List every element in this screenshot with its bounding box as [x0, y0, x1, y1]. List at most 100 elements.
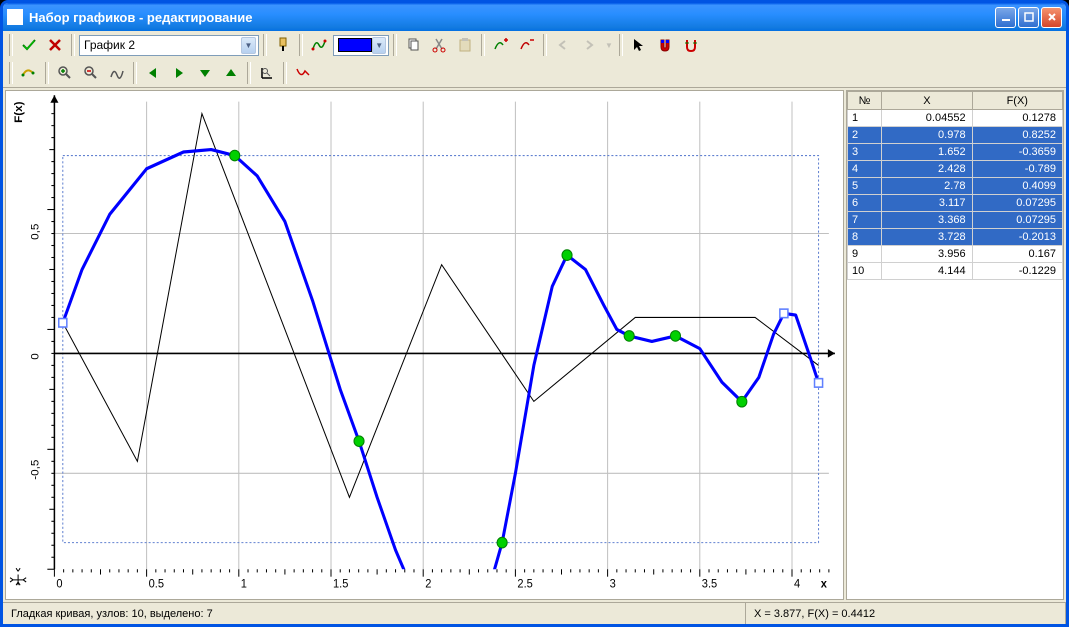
table-cell[interactable]: 2.78	[882, 178, 972, 195]
table-row[interactable]: 42.428-0.789	[848, 161, 1063, 178]
table-cell[interactable]: 6	[848, 195, 882, 212]
table-cell[interactable]: 1.652	[882, 144, 972, 161]
svg-text:0.5: 0.5	[149, 578, 164, 590]
data-table[interactable]: №XF(X) 10.045520.127820.9780.825231.652-…	[847, 91, 1063, 280]
titlebar[interactable]: Набор графиков - редактирование	[3, 3, 1066, 31]
svg-text:4: 4	[794, 578, 800, 590]
table-row[interactable]: 83.728-0.2013	[848, 229, 1063, 246]
table-row[interactable]: 31.652-0.3659	[848, 144, 1063, 161]
svg-text:0: 0	[56, 578, 62, 590]
curve-tool-button[interactable]	[291, 61, 315, 85]
chevron-down-icon[interactable]: ▼	[372, 37, 386, 54]
svg-text:x: x	[821, 578, 828, 590]
tool-pointer-button[interactable]	[627, 33, 651, 57]
arrow-right-button[interactable]	[167, 61, 191, 85]
table-cell[interactable]: 0.04552	[882, 110, 972, 127]
svg-text:3: 3	[610, 578, 616, 590]
table-cell[interactable]: 2	[848, 127, 882, 144]
table-row[interactable]: 104.144-0.1229	[848, 263, 1063, 280]
table-cell[interactable]: -0.2013	[972, 229, 1062, 246]
curve-remove-button[interactable]	[515, 33, 539, 57]
zoom-out-button[interactable]	[79, 61, 103, 85]
chart-area[interactable]: 00.511.522.533.54x-0,500,5F(x)	[5, 90, 844, 600]
table-cell[interactable]: 8	[848, 229, 882, 246]
table-cell[interactable]: 0.07295	[972, 212, 1062, 229]
color-swatch	[338, 38, 372, 52]
nav-dropdown-button[interactable]: ▼	[603, 33, 615, 57]
table-cell[interactable]: 1	[848, 110, 882, 127]
status-left: Гладкая кривая, узлов: 10, выделено: 7	[3, 603, 746, 624]
app-icon	[7, 9, 23, 25]
table-row[interactable]: 10.045520.1278	[848, 110, 1063, 127]
svg-text:1.5: 1.5	[333, 578, 348, 590]
table-cell[interactable]: 3	[848, 144, 882, 161]
svg-text:2: 2	[425, 578, 431, 590]
table-cell[interactable]: 0.07295	[972, 195, 1062, 212]
table-cell[interactable]: 2.428	[882, 161, 972, 178]
reject-button[interactable]	[43, 33, 67, 57]
paste-button[interactable]	[453, 33, 477, 57]
toolbar-container: График 2 ▼ ▼ ▼	[3, 31, 1066, 88]
cut-button[interactable]	[427, 33, 451, 57]
zoom-fit-button[interactable]	[105, 61, 129, 85]
data-table-panel: №XF(X) 10.045520.127820.9780.825231.652-…	[846, 90, 1064, 600]
svg-text:F(x): F(x)	[13, 101, 25, 123]
arrow-down-button[interactable]	[193, 61, 217, 85]
table-header[interactable]: F(X)	[972, 92, 1062, 110]
table-cell[interactable]: 0.167	[972, 246, 1062, 263]
nav-prev-button[interactable]	[551, 33, 575, 57]
table-cell[interactable]: 4	[848, 161, 882, 178]
table-cell[interactable]: 0.978	[882, 127, 972, 144]
table-row[interactable]: 52.780.4099	[848, 178, 1063, 195]
close-button[interactable]	[1041, 7, 1062, 28]
tool-magnet-button[interactable]	[653, 33, 677, 57]
table-cell[interactable]: -0.1229	[972, 263, 1062, 280]
svg-text:0,5: 0,5	[30, 224, 42, 240]
table-cell[interactable]: 0.1278	[972, 110, 1062, 127]
table-row[interactable]: 63.1170.07295	[848, 195, 1063, 212]
table-header[interactable]: X	[882, 92, 972, 110]
table-row[interactable]: 20.9780.8252	[848, 127, 1063, 144]
status-coords: X = 3.877, F(X) = 0.4412	[746, 603, 1066, 624]
table-cell[interactable]: 0.4099	[972, 178, 1062, 195]
table-cell[interactable]: -0.3659	[972, 144, 1062, 161]
accept-button[interactable]	[17, 33, 41, 57]
nav-next-button[interactable]	[577, 33, 601, 57]
table-row[interactable]: 93.9560.167	[848, 246, 1063, 263]
table-cell[interactable]: -0.789	[972, 161, 1062, 178]
table-cell[interactable]: 3.368	[882, 212, 972, 229]
chevron-down-icon[interactable]: ▼	[241, 37, 256, 54]
tool-snap-button[interactable]	[679, 33, 703, 57]
curve-add-button[interactable]	[489, 33, 513, 57]
svg-text:-0,5: -0,5	[30, 460, 42, 480]
table-cell[interactable]: 5	[848, 178, 882, 195]
svg-text:1: 1	[241, 578, 247, 590]
pin-button[interactable]	[271, 33, 295, 57]
table-cell[interactable]: 7	[848, 212, 882, 229]
minimize-button[interactable]	[995, 7, 1016, 28]
arrow-left-button[interactable]	[141, 61, 165, 85]
color-select[interactable]: ▼	[333, 35, 389, 56]
maximize-button[interactable]	[1018, 7, 1039, 28]
graph-select-value: График 2	[84, 38, 241, 52]
arrow-up-button[interactable]	[219, 61, 243, 85]
table-cell[interactable]: 3.117	[882, 195, 972, 212]
window-title: Набор графиков - редактирование	[29, 10, 995, 25]
table-cell[interactable]: 4.144	[882, 263, 972, 280]
table-cell[interactable]: 0.8252	[972, 127, 1062, 144]
chart-canvas[interactable]: 00.511.522.533.54x-0,500,5F(x)	[6, 91, 843, 599]
table-cell[interactable]: 3.728	[882, 229, 972, 246]
graph-select[interactable]: График 2 ▼	[79, 35, 259, 56]
table-header[interactable]: №	[848, 92, 882, 110]
svg-text:3.5: 3.5	[702, 578, 717, 590]
zoom-in-button[interactable]	[53, 61, 77, 85]
curve-style-button[interactable]	[307, 33, 331, 57]
table-cell[interactable]: 3.956	[882, 246, 972, 263]
edit-points-button[interactable]	[17, 61, 41, 85]
svg-text:0: 0	[30, 353, 42, 359]
axis-settings-button[interactable]	[255, 61, 279, 85]
table-cell[interactable]: 10	[848, 263, 882, 280]
table-cell[interactable]: 9	[848, 246, 882, 263]
table-row[interactable]: 73.3680.07295	[848, 212, 1063, 229]
copy-button[interactable]	[401, 33, 425, 57]
